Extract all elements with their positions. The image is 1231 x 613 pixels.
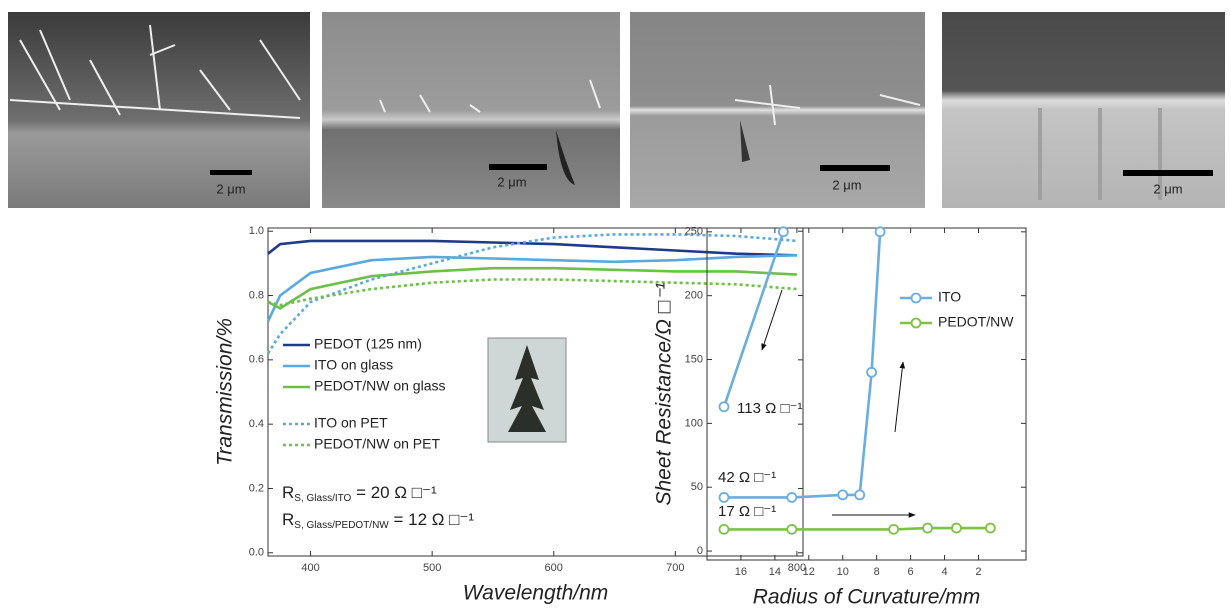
x-axis-label: Radius of Curvature/mm: [753, 586, 981, 608]
x-axis-label: Wavelength/nm: [463, 582, 609, 605]
y-axis-label: Sheet Resistance/Ω □⁻¹: [653, 282, 676, 505]
arrows: [761, 289, 916, 518]
y-tick-label: 0.6: [249, 354, 264, 366]
data-point: [888, 523, 900, 535]
x-tick-label: 10: [837, 566, 849, 578]
data-point: [786, 523, 798, 535]
data-point: [777, 226, 789, 238]
data-point: [854, 489, 866, 501]
scale-label: 2 μm: [216, 181, 245, 196]
y-tick-label: 0.2: [249, 482, 264, 494]
arrow: [761, 289, 783, 351]
sem-image: [322, 12, 620, 208]
x-tick-label: 500: [423, 562, 441, 574]
annotation: 113 Ω □⁻¹: [737, 400, 802, 417]
sem-image: [942, 12, 1225, 208]
inset-photo: [487, 337, 567, 443]
annotation: RS, Glass/ITO = 20 Ω □⁻¹: [282, 483, 437, 503]
series-line: [724, 526, 991, 531]
x-tick-label: 4: [941, 566, 947, 578]
series-line: [267, 239, 797, 257]
sem-panels: 2 μm 2 μm 2 μm 2 μm: [8, 12, 1225, 208]
annotation: 42 Ω □⁻¹: [718, 469, 776, 486]
data-point: [837, 489, 849, 501]
y-tick-label: 250: [685, 226, 703, 238]
series-line: [722, 231, 882, 499]
legend-label: PEDOT/NW on glass: [314, 378, 445, 394]
data-point: [922, 522, 933, 534]
x-tick-label: 400: [301, 562, 319, 574]
data-point: [718, 492, 730, 503]
x-tick-label: 8: [874, 566, 880, 578]
annotation-part: S, Glass/ITO: [294, 493, 351, 504]
data-point: [866, 366, 877, 378]
y-tick-label: 0: [697, 545, 703, 557]
x-tick-label: 700: [666, 562, 684, 574]
y-tick-label: 1.0: [249, 225, 264, 237]
x-tick-label: 14: [769, 566, 781, 578]
annotation: 17 Ω □⁻¹: [718, 503, 776, 520]
legend-label: ITO on glass: [314, 357, 393, 373]
x-tick-label: 2: [975, 566, 981, 578]
data-point: [718, 401, 730, 413]
data-point: [984, 522, 996, 534]
tree: [508, 345, 546, 432]
data-point: [874, 226, 886, 238]
legend-label: ITO: [938, 289, 961, 305]
crack: [556, 130, 575, 185]
legend-marker: [910, 292, 922, 304]
arrow: [894, 361, 906, 433]
scale-label: 2 μm: [497, 174, 526, 189]
annotation-part: = 12 Ω □⁻¹: [389, 510, 475, 529]
data-point: [718, 523, 730, 535]
x-tick-label: 800: [788, 562, 806, 574]
data-point: [786, 492, 798, 503]
series-line: [266, 254, 797, 322]
y-tick-label: 100: [685, 417, 703, 429]
series-line: [267, 278, 798, 307]
annotation-part: = 20 Ω □⁻¹: [351, 483, 437, 502]
annotation-part: R: [282, 510, 294, 529]
scale-bar: [1123, 170, 1213, 176]
plot-frame: [267, 227, 804, 557]
sem-image: [630, 12, 925, 208]
y-tick-label: 200: [685, 290, 703, 302]
columns: [1038, 108, 1162, 200]
legend-marker: [910, 317, 922, 329]
legend-label: PEDOT/NW on PET: [314, 436, 440, 452]
y-tick-label: 0.0: [249, 547, 264, 559]
legend-label: PEDOT (125 nm): [314, 336, 422, 352]
y-axis-label: Transmission/%: [214, 318, 237, 466]
x-tick-label: 16: [735, 566, 747, 578]
annotation-part: S, Glass/PEDOT/NW: [294, 520, 389, 531]
scale-bar: [820, 165, 890, 171]
series-line: [267, 266, 797, 310]
nanowires: [379, 79, 601, 113]
y-tick-label: 150: [685, 353, 703, 365]
data-point: [951, 522, 962, 534]
scale-bar: [489, 164, 547, 170]
x-tick-label: 12: [803, 566, 815, 578]
y-tick-label: 0.4: [249, 418, 264, 430]
scale-label: 2 μm: [1153, 181, 1182, 196]
y-tick-label: 50: [691, 481, 703, 493]
y-tick-label: 0.8: [249, 289, 264, 301]
nanowires: [9, 24, 301, 119]
annotation: RS, Glass/PEDOT/NW = 12 Ω □⁻¹: [282, 510, 474, 530]
x-tick-label: 600: [545, 562, 563, 574]
annotation-part: R: [282, 483, 294, 502]
scale-bar: [210, 170, 252, 175]
legend-label: ITO on PET: [314, 415, 388, 431]
crack: [740, 120, 750, 162]
nanowires: [734, 84, 921, 126]
legend-label: PEDOT/NW: [938, 314, 1014, 330]
scale-label: 2 μm: [832, 177, 861, 192]
plot-frame: [706, 227, 1027, 561]
x-tick-label: 6: [908, 566, 914, 578]
